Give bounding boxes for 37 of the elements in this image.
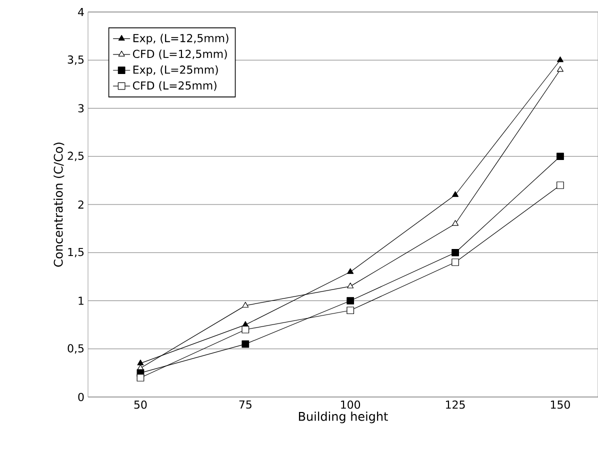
y-tick-label: 3 xyxy=(78,104,84,112)
point xyxy=(346,306,354,314)
y-tick-label: 1,5 xyxy=(68,248,84,258)
point xyxy=(137,360,144,366)
point xyxy=(136,374,144,382)
legend-label: CFD (L=12,5mm) xyxy=(132,50,227,60)
point xyxy=(556,66,564,72)
point xyxy=(556,152,564,160)
y-tick-label: 1 xyxy=(78,296,84,305)
point xyxy=(347,282,354,288)
point xyxy=(452,191,459,197)
y-tick-label: 0,5 xyxy=(68,344,84,354)
legend-label: Exp, (L=12,5mm) xyxy=(133,34,228,44)
point xyxy=(346,297,354,304)
point xyxy=(452,248,459,256)
legend-label: CFD (L=25mm) xyxy=(132,81,216,91)
point xyxy=(347,268,354,274)
point xyxy=(242,326,250,334)
y-tick-label: 0 xyxy=(78,392,84,402)
x-tick-label: 100 xyxy=(341,400,360,409)
y-tick-label: 2,5 xyxy=(68,152,84,162)
point xyxy=(242,340,250,348)
point xyxy=(242,302,249,308)
y-tick-label: 3,5 xyxy=(68,55,84,65)
point xyxy=(452,258,459,266)
y-tick-label: 4 xyxy=(78,8,84,16)
x-axis-title: Building height xyxy=(298,412,388,424)
point xyxy=(556,182,564,189)
point xyxy=(452,220,459,226)
x-tick-label: 50 xyxy=(134,400,147,409)
x-tick-label: 150 xyxy=(550,400,570,409)
x-tick-label: 75 xyxy=(239,400,252,409)
legend-label: Exp, (L=25mm) xyxy=(133,65,218,76)
y-axis-title: Concentration (C/Co) xyxy=(54,142,64,267)
point xyxy=(556,56,564,62)
y-tick-label: 2 xyxy=(78,200,84,209)
x-tick-label: 125 xyxy=(446,400,465,409)
